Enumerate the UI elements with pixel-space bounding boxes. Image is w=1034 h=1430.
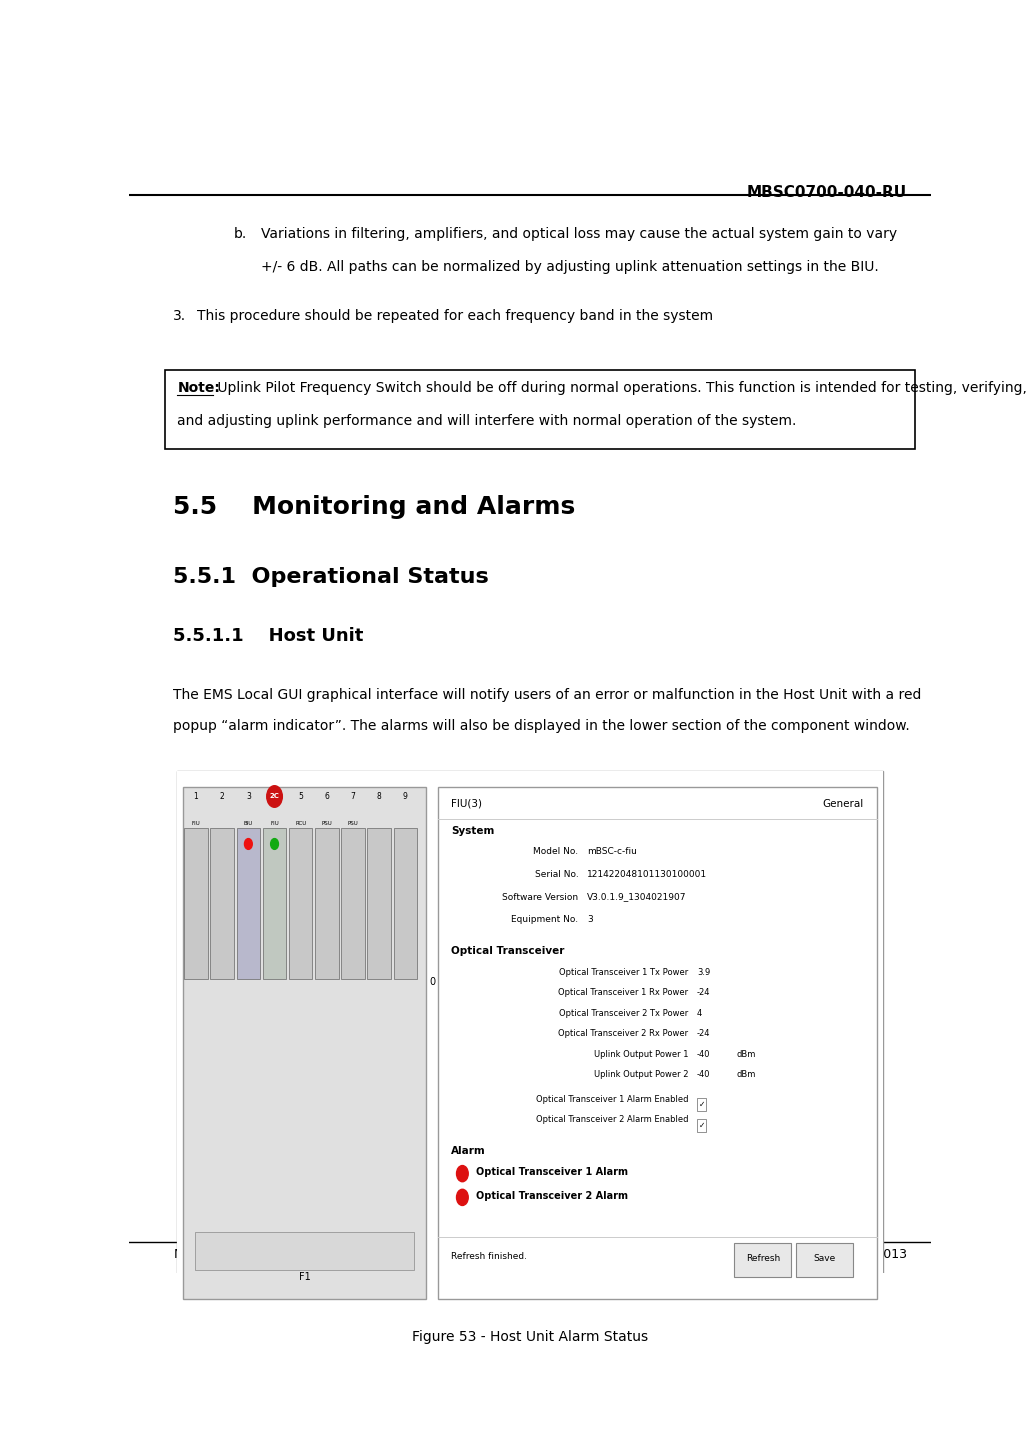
Text: Optical Transceiver 1 Tx Power: Optical Transceiver 1 Tx Power — [559, 968, 689, 977]
Bar — [178, 771, 883, 1310]
Text: Refresh: Refresh — [746, 1254, 780, 1263]
Text: V3.0.1.9_1304021907: V3.0.1.9_1304021907 — [587, 892, 687, 901]
Text: The EMS Local GUI graphical interface will notify users of an error or malfuncti: The EMS Local GUI graphical interface wi… — [174, 688, 921, 702]
Text: -24: -24 — [697, 988, 710, 997]
Text: +/- 6 dB. All paths can be normalized by adjusting uplink attenuation settings i: +/- 6 dB. All paths can be normalized by… — [262, 260, 879, 273]
Text: dBm: dBm — [736, 1070, 756, 1080]
Bar — [341, 828, 365, 980]
Bar — [165, 370, 914, 449]
Text: General: General — [822, 798, 863, 808]
Text: 6: 6 — [325, 792, 329, 801]
Text: mBSC-c-fiu: mBSC-c-fiu — [587, 847, 637, 857]
Text: 1: 1 — [193, 792, 199, 801]
Bar — [178, 771, 883, 1310]
Text: Figure 53 - Host Unit Alarm Status: Figure 53 - Host Unit Alarm Status — [412, 1330, 648, 1344]
Text: 3.9: 3.9 — [697, 968, 710, 977]
Text: FIU: FIU — [270, 821, 279, 827]
Text: 4: 4 — [697, 1008, 702, 1018]
Text: Optical Transceiver 1 Rx Power: Optical Transceiver 1 Rx Power — [558, 988, 689, 997]
Text: F1: F1 — [299, 1271, 310, 1281]
Text: dBm: dBm — [736, 1050, 756, 1058]
Text: Uplink Output Power 1: Uplink Output Power 1 — [594, 1050, 689, 1058]
Text: 2: 2 — [220, 792, 224, 801]
Bar — [697, 1098, 706, 1111]
Text: 0: 0 — [430, 977, 436, 987]
Bar — [263, 828, 286, 980]
Bar — [211, 828, 234, 980]
Text: Software Version: Software Version — [503, 892, 579, 901]
Text: Optical Transceiver 1 Alarm Enabled: Optical Transceiver 1 Alarm Enabled — [536, 1095, 689, 1104]
Bar — [183, 787, 426, 1300]
Text: Page 63: Page 63 — [505, 1248, 555, 1261]
Text: This procedure should be repeated for each frequency band in the system: This procedure should be repeated for ea… — [197, 309, 713, 323]
Text: Serial No.: Serial No. — [535, 869, 579, 879]
Text: Equipment No.: Equipment No. — [512, 915, 579, 924]
Text: Optical Transceiver 2 Alarm Enabled: Optical Transceiver 2 Alarm Enabled — [536, 1115, 689, 1124]
Text: -40: -40 — [697, 1050, 710, 1058]
Circle shape — [271, 838, 278, 849]
Text: 3: 3 — [246, 792, 251, 801]
Circle shape — [457, 1165, 468, 1181]
Text: 5.5.1.1    Host Unit: 5.5.1.1 Host Unit — [174, 628, 364, 645]
Text: 3: 3 — [587, 915, 594, 924]
Bar — [315, 828, 338, 980]
Bar — [367, 828, 391, 980]
FancyBboxPatch shape — [734, 1243, 791, 1277]
Text: PSU: PSU — [322, 821, 332, 827]
Text: 8: 8 — [376, 792, 382, 801]
Text: BIU: BIU — [244, 821, 253, 827]
Text: 121422048101130100001: 121422048101130100001 — [587, 869, 707, 879]
Circle shape — [244, 838, 252, 849]
Text: System: System — [452, 825, 495, 835]
Text: Optical Transceiver: Optical Transceiver — [452, 947, 565, 955]
Text: Alarm: Alarm — [452, 1145, 486, 1155]
Text: Model No.: Model No. — [534, 847, 579, 857]
Text: Optical Transceiver 2 Tx Power: Optical Transceiver 2 Tx Power — [559, 1008, 689, 1018]
Text: FIU: FIU — [191, 821, 201, 827]
Bar — [394, 828, 417, 980]
Text: -40: -40 — [697, 1070, 710, 1080]
Text: RCU: RCU — [295, 821, 306, 827]
Bar — [237, 828, 261, 980]
Text: April 15, 2013: April 15, 2013 — [819, 1248, 907, 1261]
Text: MBSC0700-040-RU: MBSC0700-040-RU — [174, 1248, 292, 1261]
Bar — [288, 828, 312, 980]
Text: ✓: ✓ — [699, 1121, 705, 1130]
Circle shape — [457, 1190, 468, 1205]
Text: FIU(3): FIU(3) — [452, 798, 483, 808]
Bar — [697, 1118, 706, 1131]
Text: Variations in filtering, amplifiers, and optical loss may cause the actual syste: Variations in filtering, amplifiers, and… — [262, 226, 898, 240]
Text: 7: 7 — [351, 792, 356, 801]
Text: Refresh finished.: Refresh finished. — [452, 1251, 527, 1261]
Text: Note:: Note: — [178, 380, 220, 395]
Bar — [195, 1231, 414, 1270]
Text: 5: 5 — [298, 792, 303, 801]
Text: Uplink Pilot Frequency Switch should be off during normal operations. This funct: Uplink Pilot Frequency Switch should be … — [213, 380, 1027, 395]
Text: popup “alarm indicator”. The alarms will also be displayed in the lower section : popup “alarm indicator”. The alarms will… — [174, 719, 910, 732]
Text: PSU: PSU — [347, 821, 359, 827]
Text: ✓: ✓ — [699, 1100, 705, 1110]
Text: 5.5.1  Operational Status: 5.5.1 Operational Status — [174, 566, 489, 586]
Text: Optical Transceiver 2 Alarm: Optical Transceiver 2 Alarm — [476, 1191, 628, 1201]
Text: 9: 9 — [403, 792, 407, 801]
FancyBboxPatch shape — [796, 1243, 853, 1277]
Text: Optical Transceiver 1 Alarm: Optical Transceiver 1 Alarm — [476, 1167, 628, 1177]
Text: 2C: 2C — [270, 794, 279, 799]
Text: b.: b. — [234, 226, 247, 240]
Text: -24: -24 — [697, 1030, 710, 1038]
Text: 5.5    Monitoring and Alarms: 5.5 Monitoring and Alarms — [174, 495, 576, 519]
Text: and adjusting uplink performance and will interfere with normal operation of the: and adjusting uplink performance and wil… — [178, 413, 797, 428]
Bar — [438, 787, 877, 1300]
Bar — [184, 828, 208, 980]
Text: Optical Transceiver 2 Rx Power: Optical Transceiver 2 Rx Power — [558, 1030, 689, 1038]
Text: MBSC0700-040-RU: MBSC0700-040-RU — [747, 184, 907, 200]
Text: 3.: 3. — [174, 309, 186, 323]
Text: Uplink Output Power 2: Uplink Output Power 2 — [594, 1070, 689, 1080]
Circle shape — [267, 785, 282, 808]
Text: Save: Save — [813, 1254, 835, 1263]
